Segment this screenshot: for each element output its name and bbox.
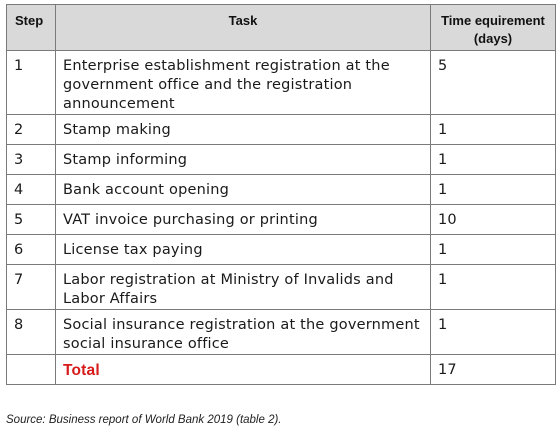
days-cell: 1 (430, 174, 556, 205)
header-task: Task (55, 4, 431, 51)
days-cell: 1 (430, 309, 556, 355)
step-cell: 7 (6, 264, 56, 310)
table-row: 8 Social insurance registration at the g… (6, 309, 556, 355)
table-row: 6 License tax paying 1 (6, 234, 556, 265)
header-time: Time equirement (days) (430, 4, 556, 51)
table-row: 1 Enterprise establishment registration … (6, 50, 556, 115)
days-cell: 1 (430, 234, 556, 265)
step-cell: 3 (6, 144, 56, 175)
total-label: Total (55, 354, 431, 385)
days-cell: 1 (430, 264, 556, 310)
step-cell: 6 (6, 234, 56, 265)
header-time-line1: Time equirement (441, 13, 545, 28)
table-row: 7 Labor registration at Ministry of Inva… (6, 264, 556, 310)
header-time-line2: (days) (473, 31, 513, 46)
days-cell: 10 (430, 204, 556, 235)
task-cell: Enterprise establishment registration at… (55, 50, 431, 115)
task-cell: VAT invoice purchasing or printing (55, 204, 431, 235)
step-cell: 4 (6, 174, 56, 205)
step-cell: 5 (6, 204, 56, 235)
task-cell: License tax paying (55, 234, 431, 265)
task-cell: Stamp making (55, 114, 431, 145)
table-row: 3 Stamp informing 1 (6, 144, 556, 175)
step-cell: 2 (6, 114, 56, 145)
days-cell: 5 (430, 50, 556, 115)
source-note: Source: Business report of World Bank 20… (6, 414, 282, 426)
days-cell: 1 (430, 114, 556, 145)
table-row: 2 Stamp making 1 (6, 114, 556, 145)
total-row: Total 17 (6, 354, 556, 385)
task-cell: Bank account opening (55, 174, 431, 205)
task-cell: Stamp informing (55, 144, 431, 175)
header-row: Step Task Time equirement (days) (6, 4, 556, 51)
step-cell: 8 (6, 309, 56, 355)
task-cell: Labor registration at Ministry of Invali… (55, 264, 431, 310)
days-cell: 1 (430, 144, 556, 175)
total-days: 17 (430, 354, 556, 385)
task-cell: Social insurance registration at the gov… (55, 309, 431, 355)
header-step: Step (6, 4, 56, 51)
steps-table: Step Task Time equirement (days) 1 Enterp… (6, 4, 556, 385)
table-row: 5 VAT invoice purchasing or printing 10 (6, 204, 556, 235)
table-row: 4 Bank account opening 1 (6, 174, 556, 205)
total-step-cell (6, 354, 56, 385)
step-cell: 1 (6, 50, 56, 115)
